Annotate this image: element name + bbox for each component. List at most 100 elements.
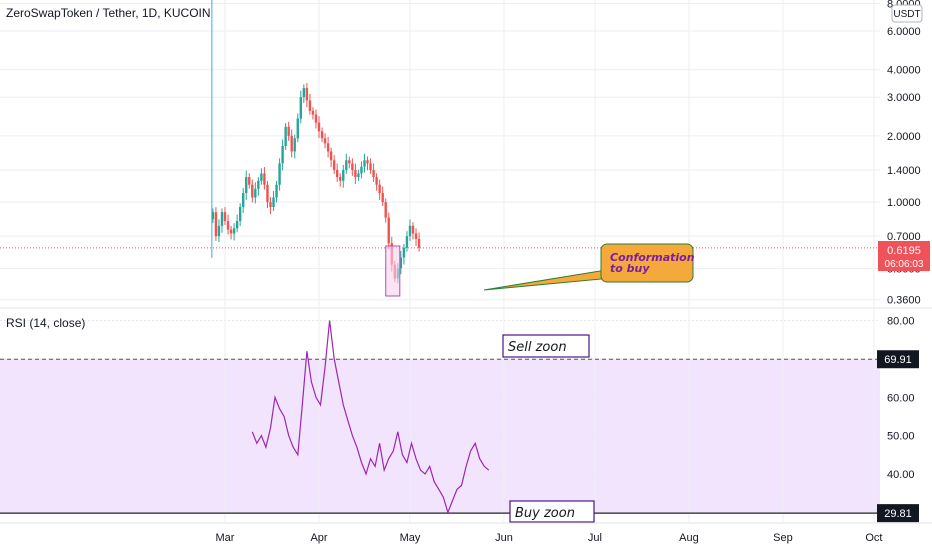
time-tick-label: Jun <box>495 532 513 544</box>
candle-body <box>329 151 333 161</box>
candle-body <box>263 173 266 185</box>
candle-body <box>284 126 287 146</box>
candle-body <box>248 177 251 185</box>
price-tick-label: 2.0000 <box>887 131 921 143</box>
currency-badge-label: USDT <box>893 9 920 20</box>
candle-body <box>384 202 387 218</box>
band-value-tag <box>877 350 919 369</box>
candle-body <box>217 225 221 237</box>
rsi-grid <box>0 309 880 522</box>
candle-body <box>305 88 309 101</box>
time-tick-label: Sep <box>773 532 793 544</box>
candle-body <box>381 193 384 203</box>
candle-body <box>402 247 406 258</box>
price-tick-label: 0.7000 <box>887 231 921 243</box>
buy-zone-annotation[interactable]: Buy zoon <box>509 500 595 523</box>
buy-highlight-box <box>385 245 401 297</box>
sell-zone-annotation[interactable]: Sell zoon <box>502 334 590 358</box>
candle-body <box>211 212 215 220</box>
rsi-pane[interactable]: RSI (14, close) 80.0070.0060.0050.0040.0… <box>0 309 919 523</box>
candle-body <box>214 212 218 237</box>
candle-body <box>342 169 345 181</box>
callout-text-line: Conformation <box>610 251 695 264</box>
candle-body <box>351 163 354 170</box>
last-price-tag: 0.6195 06:06:03 <box>878 241 930 271</box>
time-tick-label: Aug <box>679 532 699 544</box>
buy-zone-label: Buy zoon <box>515 506 575 521</box>
price-tick-label: 6.0000 <box>887 26 921 38</box>
price-grid <box>0 0 880 308</box>
candle-body <box>296 118 299 139</box>
candle-body <box>357 173 360 178</box>
candle-body <box>275 184 278 198</box>
candle-body <box>348 160 351 164</box>
candle-body <box>254 188 257 198</box>
currency-badge[interactable]: USDT <box>891 4 923 23</box>
candle-body <box>345 160 348 170</box>
callout-pointer <box>483 269 613 291</box>
candle-body <box>408 225 412 237</box>
rsi-legend[interactable]: RSI (14, close) <box>6 316 85 330</box>
candle-body <box>399 257 403 269</box>
candle-body <box>372 169 375 178</box>
candle-body <box>272 197 275 208</box>
candle-body <box>290 135 293 152</box>
candle-body <box>266 184 269 203</box>
candle-body <box>405 236 409 248</box>
candle-body <box>311 110 315 115</box>
candle-body <box>238 207 242 222</box>
candle-body <box>269 202 272 208</box>
time-tick-label: Apr <box>310 532 327 544</box>
candle-body <box>363 160 366 167</box>
candle-body <box>317 122 321 132</box>
candle-body <box>302 88 306 98</box>
sell-zone-label: Sell zoon <box>508 340 567 355</box>
candle-body <box>411 225 415 234</box>
rsi-band-fill <box>0 359 880 514</box>
band-value-label: 29.81 <box>884 508 912 520</box>
price-tick-label: 0.3600 <box>887 295 921 307</box>
candle-body <box>251 184 254 198</box>
candle-body <box>335 169 339 178</box>
candle-body <box>229 229 233 234</box>
candles-group <box>211 82 421 284</box>
time-axis[interactable]: Mar Apr May Jun Jul Aug Sep Oct <box>0 522 932 544</box>
price-tick-label: 1.4000 <box>887 165 921 177</box>
last-price-label: 0.6195 <box>887 245 921 257</box>
candle-body <box>339 177 342 181</box>
candle-body <box>369 163 372 170</box>
candle-body <box>326 143 330 152</box>
candle-body <box>226 221 230 230</box>
candle-body <box>235 221 239 229</box>
candle-body <box>354 169 357 178</box>
candle-body <box>281 145 284 164</box>
rsi-tick-label: 80.00 <box>887 316 915 328</box>
price-tick-label: 3.0000 <box>887 92 921 104</box>
candle-body <box>320 131 324 139</box>
candle-body <box>323 138 327 144</box>
candle-body <box>278 163 281 185</box>
candle-body <box>241 193 245 208</box>
band-value-tag <box>877 504 919 523</box>
candle-body <box>414 233 418 239</box>
time-tick-label: Oct <box>865 532 882 544</box>
candle-body <box>387 217 390 244</box>
candle-body <box>375 177 378 185</box>
candle-body <box>314 114 318 123</box>
candle-body <box>366 160 369 164</box>
candle-body <box>360 166 363 174</box>
candle-body <box>287 126 290 136</box>
symbol-title[interactable]: ZeroSwapToken / Tether, 1D, KUCOIN <box>6 6 211 20</box>
candle-body <box>417 238 421 248</box>
candle-body <box>257 180 260 189</box>
rsi-tick-label: 60.00 <box>887 392 915 404</box>
candle-body <box>332 160 336 170</box>
candle-body <box>245 177 248 194</box>
rsi-tick-label: 40.00 <box>887 469 915 481</box>
time-tick-label: Mar <box>216 532 235 544</box>
